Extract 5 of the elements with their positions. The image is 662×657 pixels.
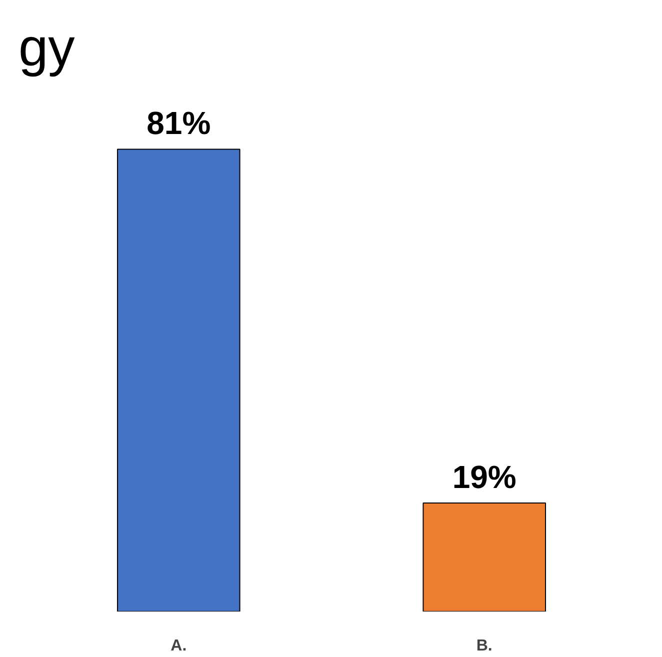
- text: gy: [18, 18, 76, 78]
- data-label: 19%: [452, 459, 516, 496]
- data-label: 81%: [146, 105, 211, 142]
- x-tick-label: B.: [476, 638, 492, 654]
- x-tick-label: A.: [170, 638, 187, 654]
